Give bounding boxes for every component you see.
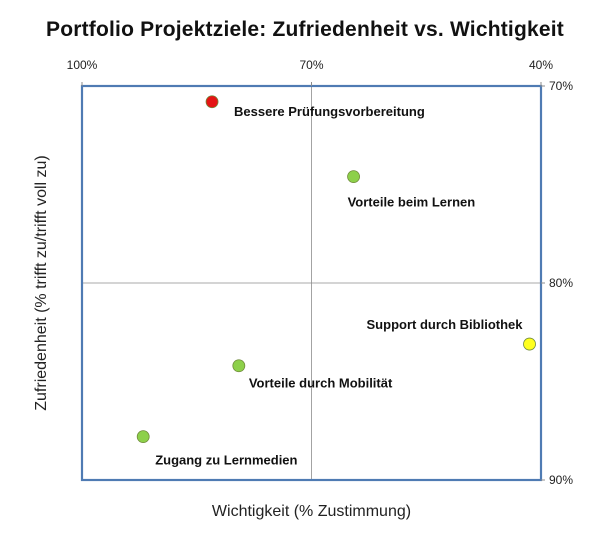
y-tick-label: 90% [549,473,573,487]
data-point-marker [523,337,536,351]
chart-title: Portfolio Projektziele: Zufriedenheit vs… [46,18,564,41]
x-tick-label: 70% [299,58,323,72]
y-tick-label: 80% [549,276,573,290]
data-point-marker [136,430,150,444]
data-point-marker [347,170,360,184]
data-point-marker [232,359,246,373]
data-point-label: Zugang zu Lernmedien [155,453,297,468]
data-point-label: Vorteile beim Lernen [348,195,476,210]
data-point-marker [205,95,219,109]
y-tick-label: 70% [549,79,573,93]
x-axis-label: Wichtigkeit (% Zustimmung) [212,503,411,520]
x-tick-label: 100% [67,58,98,72]
y-axis-label: Zufriedenheit (% trifft zu/trifft voll z… [33,155,50,411]
data-point-label: Bessere Prüfungsvorbereitung [234,104,425,119]
data-point-label: Vorteile durch Mobilität [249,376,393,391]
data-point-label: Support durch Bibliothek [367,317,524,332]
x-tick-label: 40% [529,58,553,72]
